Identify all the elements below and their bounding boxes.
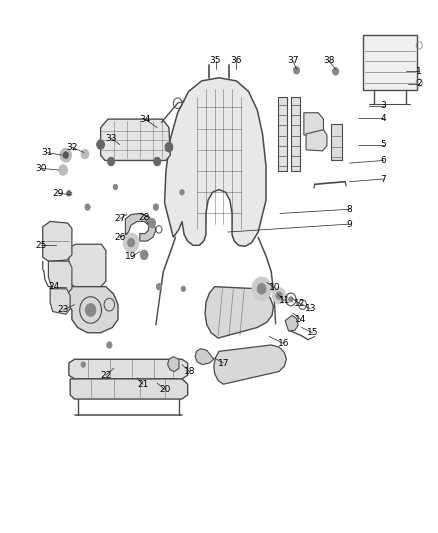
Circle shape [276,292,282,300]
Text: 15: 15 [307,328,318,337]
Text: 36: 36 [231,56,242,65]
Text: 24: 24 [48,282,59,291]
Text: 13: 13 [305,304,316,313]
Circle shape [108,157,115,166]
Polygon shape [195,349,214,365]
Polygon shape [50,289,70,314]
Text: 34: 34 [139,115,151,124]
Circle shape [85,204,90,211]
Text: 32: 32 [66,143,78,152]
Circle shape [140,250,148,260]
Text: 30: 30 [35,164,47,173]
Text: 3: 3 [381,101,386,110]
Text: 25: 25 [36,241,47,250]
Polygon shape [69,244,106,287]
Bar [331,124,342,160]
Polygon shape [214,345,286,384]
Text: 22: 22 [100,370,111,379]
Circle shape [113,184,117,190]
Circle shape [123,233,139,252]
Polygon shape [48,261,72,294]
Circle shape [154,157,161,166]
Text: 12: 12 [294,299,305,308]
Circle shape [153,204,159,211]
Text: 4: 4 [381,114,386,123]
Text: 9: 9 [347,220,353,229]
Polygon shape [43,221,72,261]
Polygon shape [101,119,170,160]
Text: 35: 35 [210,56,221,65]
Polygon shape [285,316,298,331]
Text: 33: 33 [105,134,117,143]
Text: 10: 10 [269,283,280,292]
Text: 14: 14 [295,315,307,324]
Circle shape [257,284,266,294]
Text: 7: 7 [381,174,386,183]
Bar [278,97,287,171]
Text: 6: 6 [381,156,386,165]
Circle shape [332,68,339,75]
Polygon shape [67,287,118,333]
Circle shape [67,191,71,196]
Text: 37: 37 [287,56,299,65]
Polygon shape [304,113,323,135]
Text: 17: 17 [218,359,229,367]
Circle shape [60,148,71,162]
Circle shape [180,190,184,195]
Circle shape [252,277,271,301]
Text: 8: 8 [347,205,353,214]
Circle shape [127,238,134,247]
Text: 29: 29 [52,189,64,198]
Circle shape [81,149,89,159]
Circle shape [156,284,162,290]
Text: 1: 1 [417,67,422,76]
Circle shape [293,67,300,74]
Bar [363,35,417,91]
Text: 11: 11 [279,296,290,305]
Text: 20: 20 [159,385,170,394]
Polygon shape [306,130,327,151]
Text: 21: 21 [137,379,148,389]
Text: 23: 23 [57,305,69,314]
Circle shape [81,362,85,367]
Polygon shape [125,214,156,241]
Text: 31: 31 [41,148,53,157]
Polygon shape [205,287,273,338]
Circle shape [165,142,173,152]
Circle shape [97,140,105,149]
Polygon shape [69,359,187,379]
Bar [291,97,300,171]
Circle shape [85,304,96,317]
Circle shape [59,165,67,175]
Text: 19: 19 [125,253,137,262]
Text: 26: 26 [114,233,125,242]
Polygon shape [168,357,179,372]
Circle shape [148,218,155,228]
Text: 27: 27 [114,214,125,223]
Polygon shape [70,379,187,399]
Circle shape [63,152,68,158]
Text: 38: 38 [323,56,335,65]
Circle shape [272,288,286,304]
Polygon shape [165,78,266,246]
Text: 18: 18 [184,367,195,376]
Text: 5: 5 [381,140,386,149]
Circle shape [181,286,185,292]
Text: 16: 16 [278,339,289,348]
Text: 28: 28 [138,213,150,222]
Circle shape [289,297,293,302]
Circle shape [107,342,112,348]
Text: 2: 2 [417,79,422,88]
